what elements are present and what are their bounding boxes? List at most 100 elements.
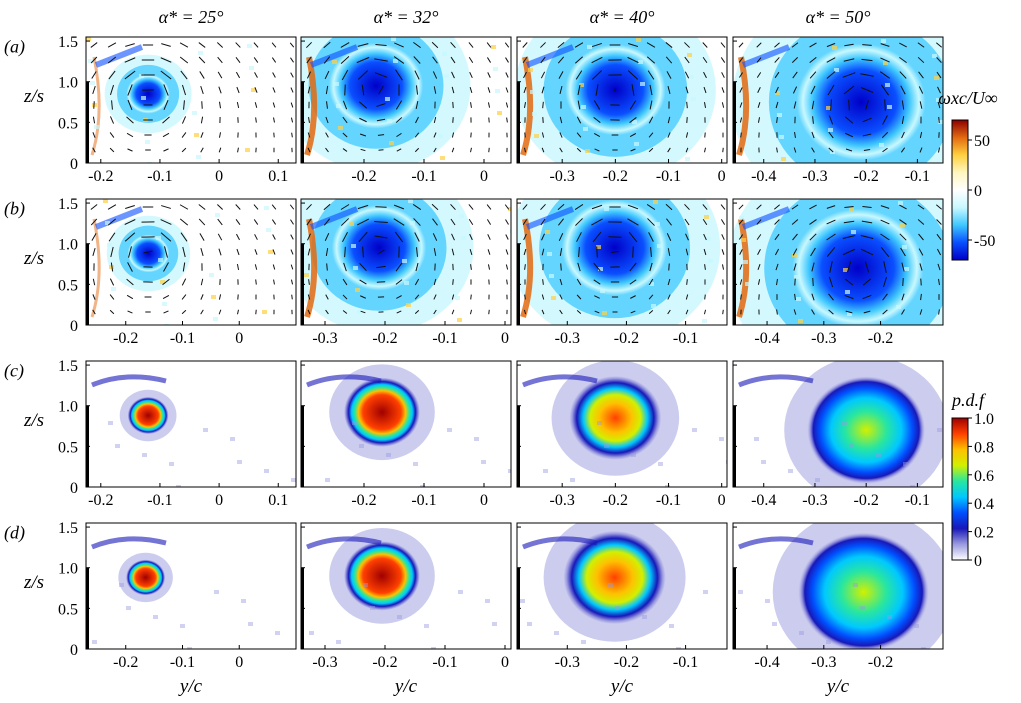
- velocity-vector: [937, 147, 941, 153]
- pdf-speckle: [264, 469, 269, 473]
- x-axis-label: y/c: [825, 676, 850, 697]
- velocity-vector: [828, 147, 834, 153]
- row-label: (b): [4, 198, 25, 219]
- vortex-core: [796, 43, 926, 161]
- velocity-vector: [161, 43, 171, 47]
- vorticity-speckle: [334, 82, 339, 86]
- shear-sheet: [94, 206, 144, 230]
- vorticity-speckle: [158, 258, 163, 262]
- velocity-vector: [649, 100, 653, 110]
- velocity-vector: [376, 265, 386, 269]
- velocity-vector: [308, 279, 310, 285]
- vorticity-speckle: [444, 74, 449, 78]
- velocity-vector: [523, 233, 527, 241]
- velocity-vector: [126, 278, 134, 286]
- velocity-vector: [290, 72, 294, 78]
- velocity-vector: [880, 84, 890, 96]
- vorticity-speckle: [832, 46, 837, 50]
- velocity-vector: [109, 309, 115, 315]
- y-tick-label: 1.5: [58, 196, 78, 213]
- colorbar-tick-label: 1.0: [974, 411, 994, 428]
- velocity-vector: [127, 262, 133, 272]
- velocity-vector: [359, 133, 367, 137]
- vorticity-speckle: [826, 106, 831, 110]
- vorticity-speckle: [508, 207, 511, 211]
- vorticity-speckle: [775, 91, 780, 95]
- panel-frame: [516, 522, 728, 650]
- vorticity-speckle: [849, 208, 854, 212]
- vorticity-speckle: [391, 37, 396, 41]
- vortex-pdf-core: [344, 541, 420, 611]
- velocity-vector: [576, 278, 582, 286]
- velocity-vector: [540, 203, 546, 211]
- velocity-vector: [629, 279, 637, 285]
- velocity-vector: [396, 148, 402, 152]
- velocity-vector: [254, 264, 258, 270]
- x-tick-label: -0.3: [802, 492, 827, 509]
- pdf-speckle: [761, 460, 766, 464]
- velocity-vector: [340, 42, 350, 48]
- velocity-vector: [200, 147, 204, 153]
- x-tick-label: -0.3: [550, 492, 575, 509]
- shear-layer: [90, 56, 101, 156]
- velocity-vector: [557, 42, 565, 48]
- velocity-vector: [486, 57, 492, 63]
- velocity-vector: [143, 250, 153, 254]
- vortex-pdf-core: [807, 376, 926, 484]
- vorticity-speckle: [798, 319, 803, 323]
- velocity-vector: [739, 102, 743, 108]
- panel-frame: [300, 36, 512, 164]
- x-tick-label: -0.2: [88, 168, 113, 185]
- velocity-vector: [861, 58, 873, 62]
- vorticity-speckle: [655, 222, 660, 226]
- pdf-speckle: [604, 444, 609, 448]
- pdf-speckle: [765, 599, 770, 603]
- velocity-vector: [936, 57, 942, 63]
- vorticity-speckle: [353, 266, 358, 270]
- shear-sheet: [525, 206, 575, 230]
- vorticity-speckle: [587, 45, 592, 49]
- velocity-vector: [685, 294, 689, 300]
- vortex-core: [792, 208, 924, 325]
- velocity-vector: [899, 204, 907, 210]
- velocity-vector: [290, 57, 294, 63]
- y-tick-label: 0: [70, 480, 78, 497]
- pdf-speckle: [631, 453, 636, 457]
- velocity-vector: [325, 278, 329, 286]
- velocity-vector: [432, 71, 438, 79]
- x-tick-label: -0.2: [854, 168, 879, 185]
- x-tick-label: 0: [718, 492, 726, 509]
- velocity-vector: [595, 84, 599, 96]
- velocity-vector: [451, 309, 455, 315]
- velocity-vector: [704, 147, 706, 153]
- pdf-speckle: [543, 469, 548, 473]
- velocity-vector: [919, 131, 923, 139]
- velocity-vector: [217, 233, 223, 241]
- velocity-vector: [376, 103, 386, 107]
- vorticity-speckle: [896, 305, 901, 309]
- vorticity-speckle: [249, 66, 254, 70]
- velocity-vector: [593, 279, 601, 285]
- vorticity-speckle: [247, 44, 252, 48]
- velocity-vector: [844, 205, 854, 209]
- velocity-vector: [937, 86, 941, 94]
- vorticity-speckle: [657, 244, 662, 248]
- panel-c-4: [738, 361, 943, 487]
- panel-frame: [300, 198, 512, 326]
- velocity-vector: [236, 233, 240, 241]
- velocity-vector: [340, 204, 350, 210]
- velocity-vector: [307, 309, 311, 315]
- velocity-vector: [627, 70, 639, 80]
- shear-sheet: [309, 206, 359, 230]
- y-tick-label: 1.0: [58, 237, 78, 254]
- vorticity-speckle: [111, 287, 116, 291]
- velocity-vector: [432, 233, 438, 241]
- x-tick-label: -0.1: [905, 168, 930, 185]
- pdf-speckle: [458, 590, 463, 594]
- velocity-vector: [325, 116, 329, 124]
- vorticity-speckle: [245, 148, 250, 152]
- velocity-vector: [290, 249, 294, 255]
- velocity-vector: [323, 218, 331, 226]
- x-tick-label: 0: [235, 654, 243, 671]
- vorticity-speckle: [268, 250, 273, 254]
